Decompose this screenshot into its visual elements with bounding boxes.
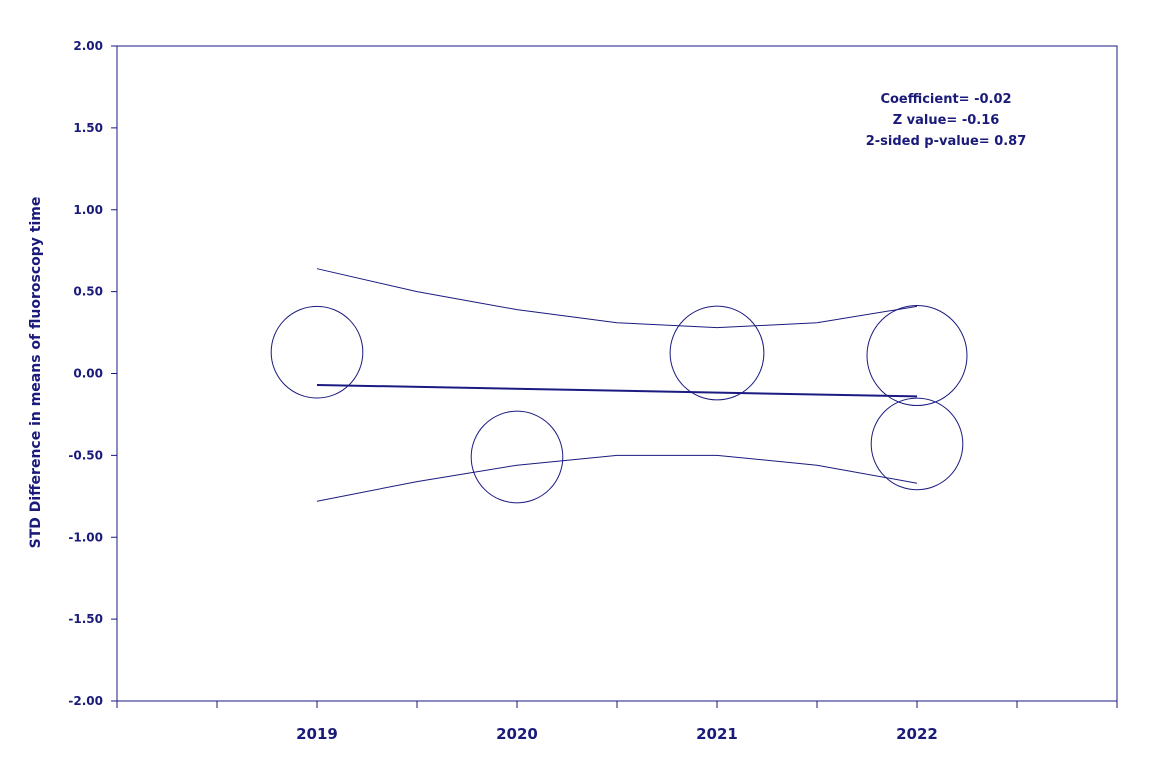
x-tick-label: 2022 [896,725,938,743]
regression-line [316,383,918,398]
y-tick-label: 2.00 [73,39,103,53]
y-axis-label: STD Difference in means of fluoroscopy t… [28,197,44,549]
bubble [470,410,564,504]
annotation: Coefficient= -0.02 [880,92,1011,107]
x-tick-label: 2019 [296,725,338,743]
y-tick-label: -1.50 [68,612,103,626]
annotation: Z value= -0.16 [893,113,1000,128]
x-tick-label: 2021 [696,725,738,743]
bubble [866,304,968,406]
y-tick-label: -0.50 [68,448,103,462]
ci-lower [316,454,918,502]
annotation: 2-sided p-value= 0.87 [866,134,1027,149]
ci-upper [316,268,918,329]
bubble [270,305,364,399]
y-tick-label: 1.00 [73,203,103,217]
x-tick-label: 2020 [496,725,538,743]
y-tick-label: 1.50 [73,121,103,135]
bubble [669,305,765,401]
y-tick-label: 0.50 [73,285,103,299]
bubble [870,397,964,491]
y-tick-label: -1.00 [68,530,103,544]
y-tick-label: -2.00 [68,694,103,708]
y-tick-label: 0.00 [73,367,103,381]
